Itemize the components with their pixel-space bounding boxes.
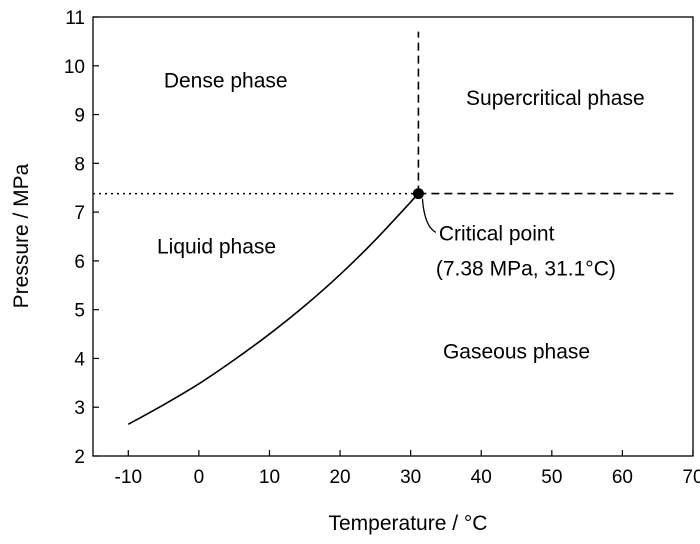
critical-point-value: (7.38 MPa, 31.1°C) xyxy=(436,257,616,280)
critical-point-marker xyxy=(412,188,424,200)
critical-point-leader xyxy=(421,198,437,233)
x-tick-label: 30 xyxy=(400,467,421,488)
region-label: Dense phase xyxy=(164,70,288,93)
x-tick-label: 0 xyxy=(194,467,205,488)
y-axis-title: Pressure / MPa xyxy=(10,163,33,308)
region-label: Liquid phase xyxy=(157,236,276,259)
x-axis-title-text: Temperature / xyxy=(329,512,464,535)
y-tick-label: 4 xyxy=(74,349,85,370)
axis-ticks: -10 0 10 20 30 40 50 60 70 2 3 4 5 6 7 8 9 10 11 xyxy=(64,8,700,488)
plot-frame xyxy=(92,16,694,457)
y-tick-label: 3 xyxy=(74,398,85,419)
x-tick-label: 70 xyxy=(682,467,700,488)
y-tick-label: 8 xyxy=(74,154,85,175)
x-tick-label: -10 xyxy=(115,467,142,488)
x-tick-label: 20 xyxy=(329,467,350,488)
x-tick-label: 60 xyxy=(612,467,633,488)
critical-point-value-unit: °C) xyxy=(585,257,616,280)
series-line xyxy=(127,193,419,425)
critical-point-label: Critical point xyxy=(439,222,555,245)
y-tick-label: 2 xyxy=(74,447,85,468)
x-axis-title: Temperature / °C xyxy=(329,512,488,535)
x-axis-title-unit: °C xyxy=(464,512,488,535)
region-label: Supercritical phase xyxy=(466,87,645,110)
y-tick-label: 9 xyxy=(74,106,85,127)
series-lines xyxy=(93,31,676,425)
critical-point-value-text: (7.38 MPa, 31.1 xyxy=(436,257,585,280)
region-label: Gaseous phase xyxy=(443,340,590,363)
x-tick-label: 40 xyxy=(471,467,492,488)
y-tick-label: 6 xyxy=(74,252,85,273)
x-tick-label: 10 xyxy=(259,467,280,488)
y-tick-label: 5 xyxy=(74,301,85,322)
x-tick-label: 50 xyxy=(541,467,562,488)
y-tick-label: 7 xyxy=(74,203,85,224)
y-tick-label: 10 xyxy=(64,57,85,78)
chart-labels: Dense phase Supercritical phase Liquid pha… xyxy=(157,70,645,364)
y-tick-label: 11 xyxy=(65,8,85,29)
